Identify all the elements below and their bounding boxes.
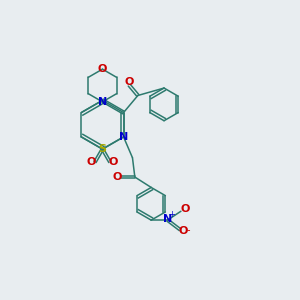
Text: O: O: [109, 157, 118, 167]
Text: S: S: [98, 144, 106, 154]
Text: +: +: [169, 210, 176, 219]
Text: O: O: [87, 157, 96, 167]
Text: O: O: [113, 172, 122, 182]
Text: O: O: [180, 204, 190, 214]
Text: N: N: [163, 214, 172, 224]
Text: N: N: [98, 97, 107, 107]
Text: O: O: [124, 77, 134, 87]
Text: N: N: [119, 132, 128, 142]
Text: -: -: [187, 226, 190, 236]
Text: O: O: [179, 226, 188, 236]
Text: O: O: [98, 64, 107, 74]
